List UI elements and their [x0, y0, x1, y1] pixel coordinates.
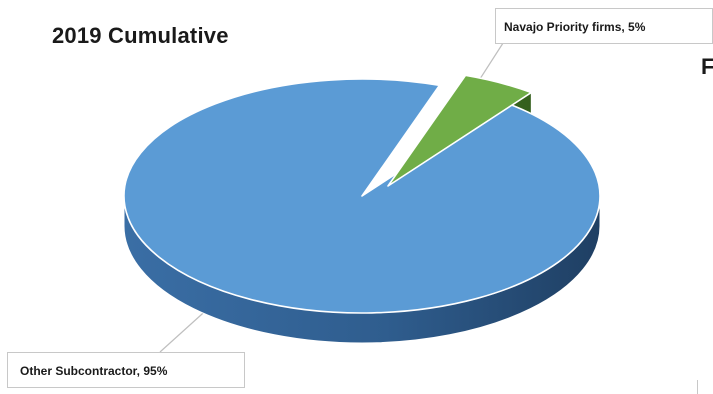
pie-slice-navajo-priority-firms	[387, 74, 533, 187]
chart-title: 2019 Cumulative	[52, 23, 229, 48]
data-label-navajo-priority-firms: Navajo Priority firms, 5%	[495, 8, 713, 44]
pie-slice-other-subcontractor	[123, 78, 601, 314]
divider	[697, 380, 698, 394]
cut-off-text: F	[701, 54, 713, 79]
data-label-other-subcontractor: Other Subcontractor, 95%	[7, 352, 245, 388]
leader-line-navajo-priority-firms	[477, 39, 506, 83]
